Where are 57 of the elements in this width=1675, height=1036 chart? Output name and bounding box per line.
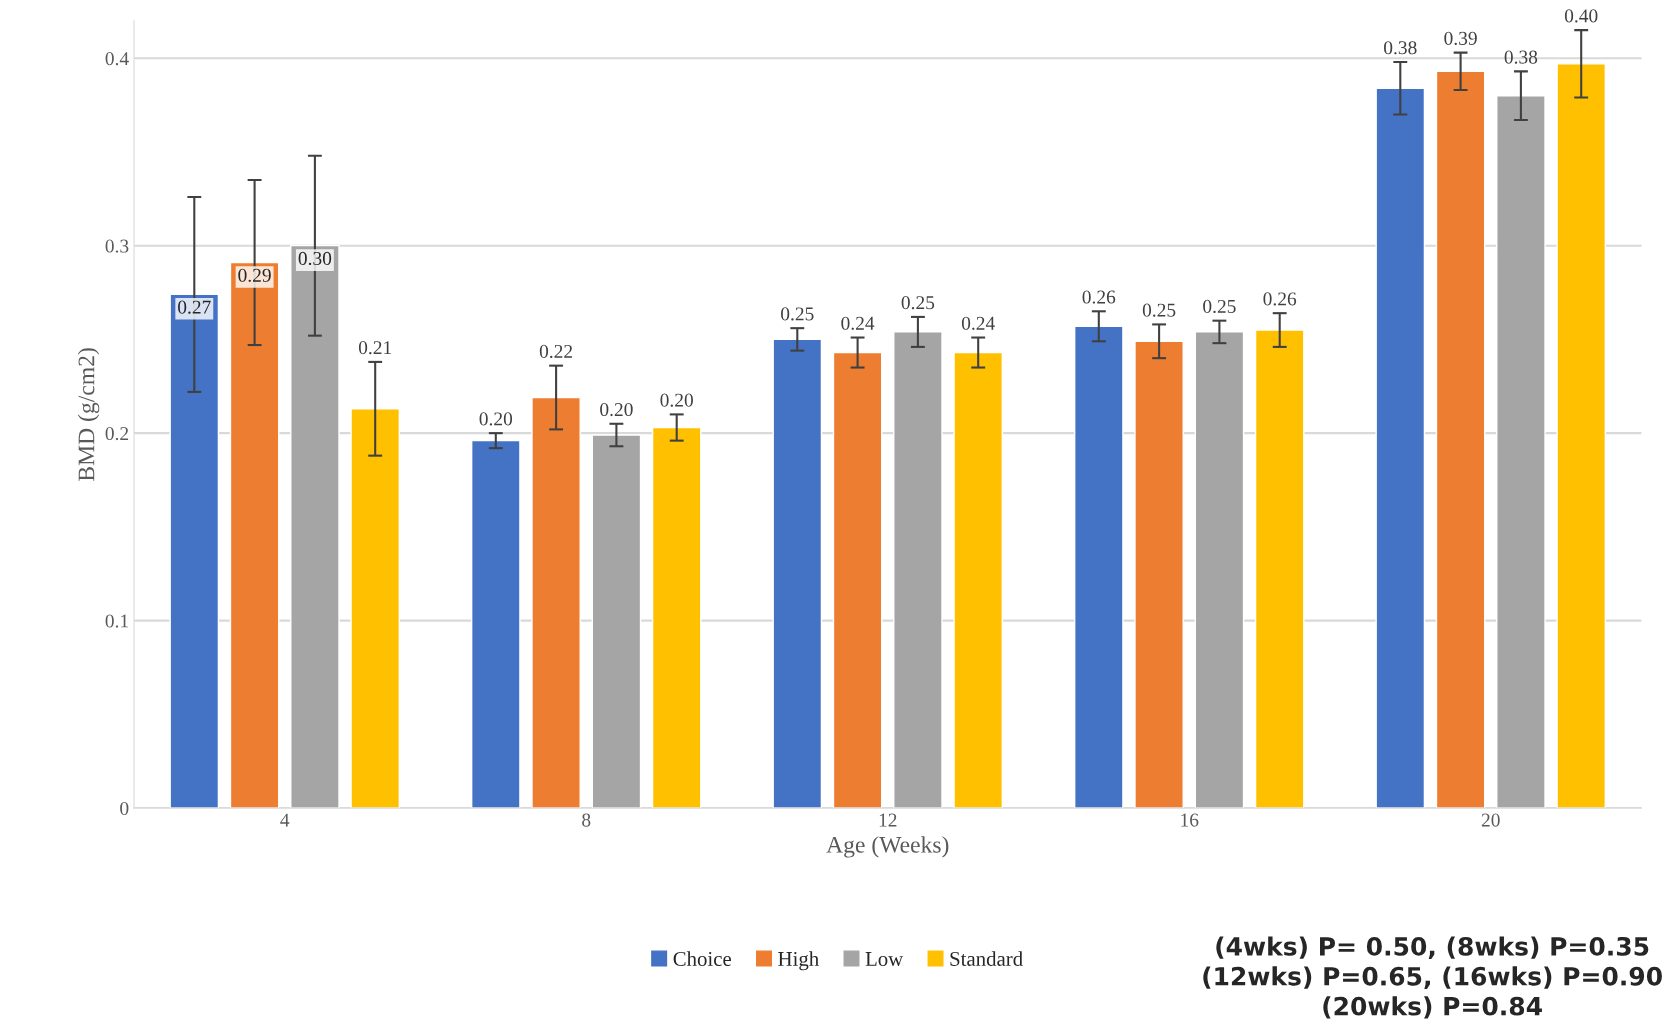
- data-label: 0.30: [298, 251, 332, 266]
- x-tick-label: 16: [1181, 813, 1199, 827]
- x-tick-label: 20: [1481, 813, 1500, 827]
- data-label: 0.24: [961, 316, 995, 330]
- bar: [531, 396, 581, 809]
- x-tick-label: 8: [582, 813, 591, 827]
- text: (4wks) P= 0.50, (8wks) P=0.35 (12wks) P=0.65, (16wks) P=0.90 (20wks) P=0.84: [1203, 936, 1662, 1019]
- legend-label: Choice: [673, 951, 731, 966]
- data-label: 0.40: [1564, 9, 1598, 23]
- bar: [169, 293, 220, 809]
- bar: [290, 244, 340, 809]
- bar: [229, 261, 280, 809]
- data-label: 0.20: [660, 393, 693, 407]
- bar: [1073, 325, 1124, 809]
- y-tick-label: 0.2: [105, 426, 129, 441]
- x-tick-label: 4: [280, 813, 290, 827]
- bar: [1194, 331, 1245, 809]
- y-tick-label: 0.3: [105, 239, 129, 253]
- legend-label: Low: [865, 952, 904, 966]
- data-label: 0.29: [238, 268, 271, 282]
- data-label: 0.25: [1142, 303, 1176, 317]
- bar: [893, 331, 943, 809]
- data-label: 0.39: [1444, 31, 1477, 45]
- bar: [1435, 70, 1486, 809]
- bar: [832, 351, 883, 809]
- bar: [591, 434, 642, 809]
- data-label: 0.38: [1384, 41, 1417, 55]
- data-label: 0.25: [781, 307, 814, 321]
- bar: [1556, 63, 1607, 809]
- data-label: 0.26: [1082, 290, 1116, 304]
- bar: [651, 426, 702, 809]
- bar: [350, 408, 401, 809]
- data-label: 0.22: [539, 344, 573, 359]
- y-tick-label: 0.4: [105, 52, 129, 66]
- data-label: 0.21: [358, 341, 392, 355]
- bar: [1375, 87, 1426, 809]
- data-label: 0.25: [1203, 299, 1236, 314]
- bar: [772, 338, 823, 809]
- y-tick-label: 0.1: [105, 614, 128, 628]
- legend-label: Standard: [950, 951, 1023, 966]
- data-label: 0.20: [479, 412, 513, 426]
- legend-label: High: [778, 951, 819, 971]
- bar: [953, 351, 1004, 809]
- bar: [1496, 95, 1546, 809]
- data-label: 0.27: [178, 300, 211, 314]
- x-tick-label: 12: [879, 813, 897, 827]
- bar: [1254, 329, 1305, 809]
- bar: [470, 439, 521, 809]
- data-label: 0.25: [901, 296, 935, 310]
- bar: [1134, 340, 1184, 809]
- data-label: 0.38: [1504, 50, 1538, 64]
- data-label: 0.26: [1263, 292, 1297, 306]
- data-label: 0.24: [841, 316, 875, 330]
- x-axis-title: Age (Weeks): [826, 836, 949, 858]
- data-label: 0.20: [600, 402, 633, 417]
- y-axis-title: BMD (g/cm2): [77, 348, 100, 481]
- y-tick-label: 0: [120, 801, 129, 816]
